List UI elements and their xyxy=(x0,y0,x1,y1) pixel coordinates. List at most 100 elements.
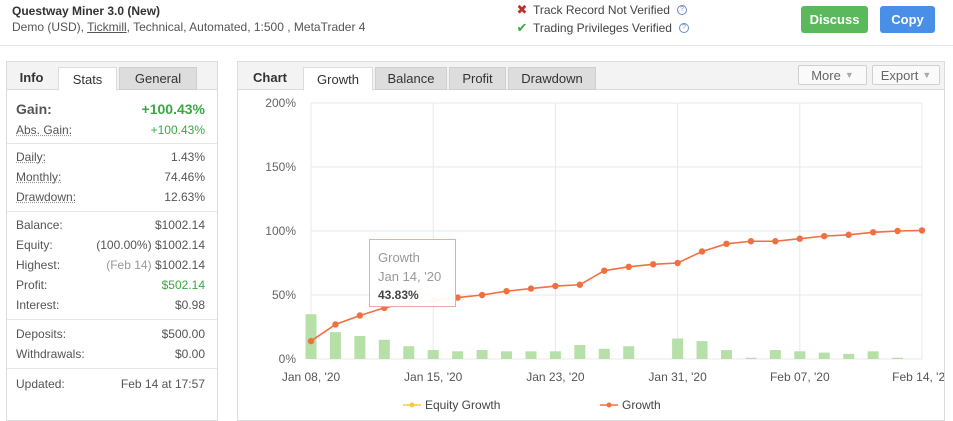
growth-data-point xyxy=(454,294,461,301)
profit-label: Profit: xyxy=(16,278,48,292)
growth-data-point xyxy=(601,267,608,274)
system-details: , Technical, Automated, 1:500 , MetaTrad… xyxy=(126,20,366,34)
interest-label: Interest: xyxy=(16,298,60,312)
more-dropdown[interactable]: More ▼ xyxy=(798,65,867,85)
monthly-label: Monthly: xyxy=(16,170,62,184)
profit-row: Profit: $502.14 xyxy=(16,275,205,295)
tab-general[interactable]: General xyxy=(119,67,197,90)
growth-chart-svg: 0% 50% 100% 150% 200% Jan 08, '20 Jan 15, '20 J… xyxy=(265,96,944,412)
chart-bar xyxy=(574,344,586,359)
help-icon[interactable]: ? xyxy=(676,5,687,15)
balance-label: Balance: xyxy=(16,218,63,232)
chart-bar xyxy=(354,335,366,359)
growth-data-point xyxy=(503,287,510,295)
withdrawals-row: Withdrawals: $0.00 xyxy=(16,344,205,364)
chart-bar xyxy=(598,348,610,359)
updated-row: Updated: Feb 14 at 17:57 xyxy=(16,374,205,394)
y-tick-label: 150% xyxy=(265,160,296,174)
drawdown-row: Drawdown: 12.63% xyxy=(16,187,205,207)
growth-data-point xyxy=(576,281,584,288)
info-heading: Info xyxy=(19,70,44,85)
growth-data-point xyxy=(307,337,315,345)
chart-bar xyxy=(843,353,855,359)
monthly-row: Monthly: 74.46% xyxy=(16,167,205,187)
legend-growth-label: Growth xyxy=(622,398,661,412)
chart-bar xyxy=(623,346,635,359)
tab-stats[interactable]: Stats xyxy=(58,67,117,91)
chart-bar xyxy=(452,351,464,359)
tab-growth[interactable]: Growth xyxy=(303,67,373,91)
system-name: Questway Miner 3.0 (New) xyxy=(12,4,161,18)
track-record-label: Track Record Not Verified xyxy=(533,3,670,17)
monthly-value: 74.46% xyxy=(164,170,205,184)
y-tick-label: 50% xyxy=(272,288,296,302)
deposits-row: Deposits: $500.00 xyxy=(16,324,205,344)
help-icon[interactable]: ? xyxy=(678,23,689,33)
y-tick-label: 200% xyxy=(265,96,296,110)
x-tick-label: Jan 08, '20 xyxy=(282,370,341,384)
growth-data-point xyxy=(698,248,706,255)
y-tick-label: 100% xyxy=(265,224,296,238)
tab-profit[interactable]: Profit xyxy=(449,67,506,90)
chart-bar xyxy=(305,314,317,359)
chart-bar xyxy=(525,351,537,359)
gain-value: +100.43% xyxy=(141,100,205,117)
trading-privileges-status: ✔ Trading Privileges Verified ? xyxy=(516,20,689,36)
interest-value: $0.98 xyxy=(174,298,205,312)
equity-percent: (100.00%) xyxy=(96,238,152,252)
deposits-label: Deposits: xyxy=(16,327,67,341)
profit-value: $502.14 xyxy=(161,278,205,292)
growth-data-point xyxy=(869,229,877,236)
info-tabs: Info Stats General xyxy=(7,62,217,91)
check-icon: ✔ xyxy=(516,20,528,35)
balance-value: $1002.14 xyxy=(154,218,205,232)
balance-section: Balance: $1002.14 Equity: (100.00%) $100… xyxy=(7,212,217,320)
growth-data-point xyxy=(649,261,657,268)
discuss-button[interactable]: Discuss xyxy=(801,6,868,33)
withdrawals-label: Withdrawals: xyxy=(16,347,85,361)
trading-privileges-label: Trading Privileges Verified xyxy=(533,21,672,35)
chart-bar xyxy=(329,332,341,359)
broker-link[interactable]: Tickmill xyxy=(87,20,127,34)
growth-data-point xyxy=(918,227,926,234)
growth-data-point xyxy=(772,238,779,245)
chart-bar xyxy=(745,357,757,359)
growth-data-point xyxy=(356,312,364,319)
abs-gain-row: Abs. Gain: +100.43% xyxy=(16,120,205,140)
chart-bar xyxy=(696,341,708,359)
chart-bar xyxy=(720,350,732,359)
export-dropdown[interactable]: Export ▼ xyxy=(872,65,940,85)
tab-drawdown[interactable]: Drawdown xyxy=(508,67,596,90)
growth-data-point xyxy=(845,231,852,239)
chevron-down-icon: ▼ xyxy=(844,70,854,80)
legend-equity-marker xyxy=(409,402,415,408)
equity-row: Equity: (100.00%) $1002.14 xyxy=(16,235,205,255)
chart-bar xyxy=(549,351,561,359)
withdrawals-value: $0.00 xyxy=(174,347,205,361)
copy-button[interactable]: Copy xyxy=(880,6,935,33)
chart-bar xyxy=(794,351,806,359)
daily-label: Daily: xyxy=(16,150,47,164)
drawdown-value: 12.63% xyxy=(164,190,205,204)
rates-section: Daily: 1.43% Monthly: 74.46% Drawdown: 1… xyxy=(7,144,217,212)
info-panel: Info Stats General Gain: +100.43% Abs. G… xyxy=(6,61,218,421)
x-tick-label: Jan 23, '20 xyxy=(526,370,585,384)
growth-chart[interactable]: 0% 50% 100% 150% 200% Jan 08, '20 Jan 15, '20 J… xyxy=(238,91,944,421)
growth-data-point xyxy=(894,227,901,235)
x-tick-label: Jan 31, '20 xyxy=(648,370,707,384)
highest-date: (Feb 14) xyxy=(106,258,152,272)
updated-value: Feb 14 at 17:57 xyxy=(120,377,205,391)
highest-row: Highest: (Feb 14) $1002.14 xyxy=(16,255,205,275)
chart-bar xyxy=(892,357,904,359)
more-label: More xyxy=(811,67,841,83)
chart-bar xyxy=(672,338,684,359)
equity-value: $1002.14 xyxy=(154,238,205,252)
tab-balance[interactable]: Balance xyxy=(375,67,447,90)
growth-data-point xyxy=(478,291,486,299)
deposits-value: $500.00 xyxy=(161,327,205,341)
daily-row: Daily: 1.43% xyxy=(16,147,205,167)
deposits-section: Deposits: $500.00 Withdrawals: $0.00 xyxy=(7,320,217,369)
chart-tooltip: Growth Jan 14, '20 43.83% xyxy=(369,239,456,307)
cross-icon: ✖ xyxy=(516,2,528,17)
highest-label: Highest: xyxy=(16,258,61,272)
